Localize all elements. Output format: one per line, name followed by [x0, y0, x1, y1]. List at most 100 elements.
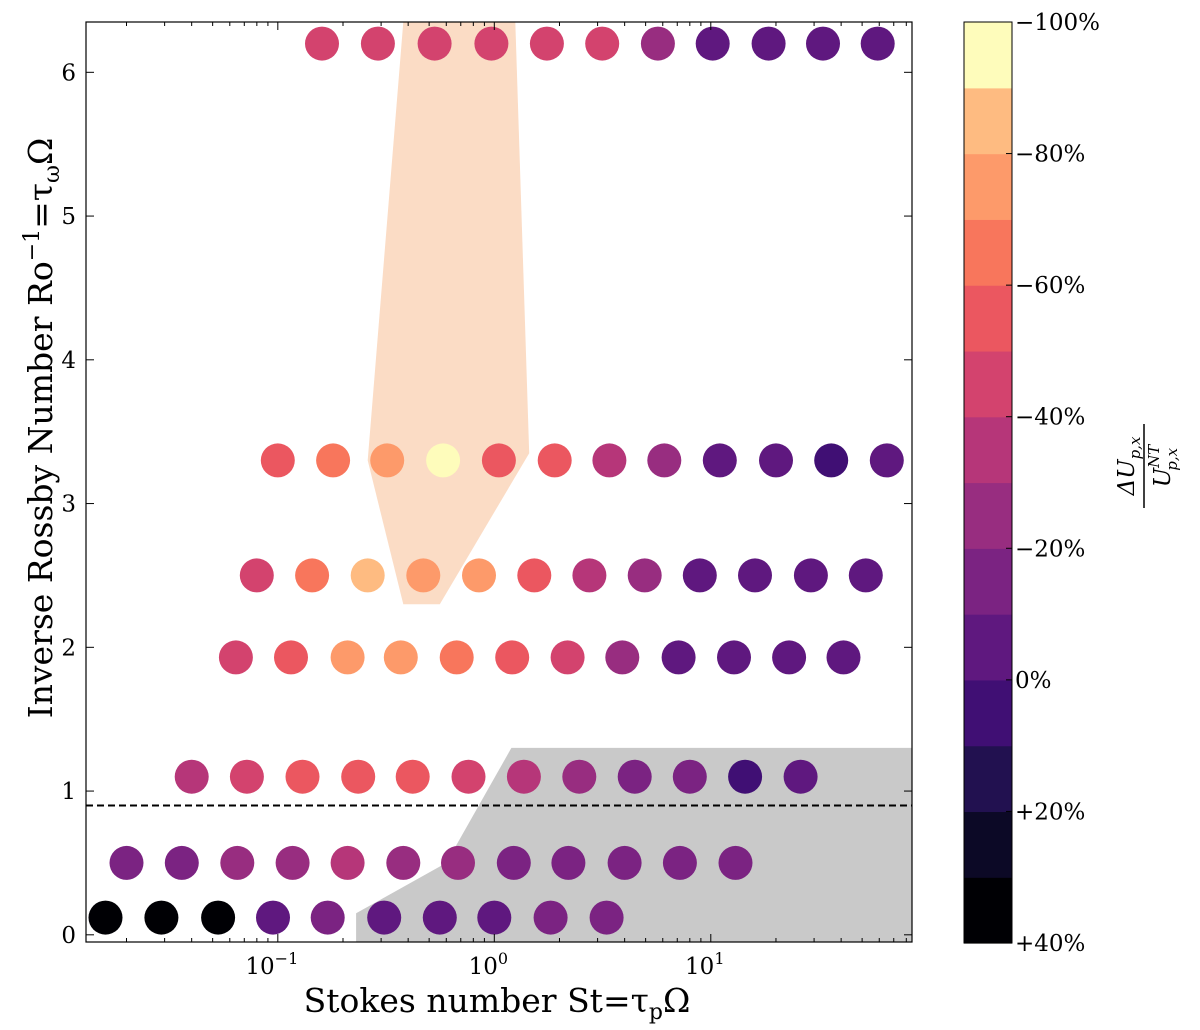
colorbar-band: [964, 614, 1012, 681]
point-row1-1: [316, 443, 351, 478]
colorbar-tick-label: −40%: [1015, 405, 1085, 431]
point-row6-3: [256, 900, 290, 935]
svg-text:ΔUp,x: ΔUp,x: [1114, 436, 1144, 496]
point-row3-10: [772, 640, 807, 675]
colorbar-band: [964, 482, 1012, 549]
point-row5-10: [662, 845, 697, 880]
colorbar-label-denominator-sup: NT: [1145, 444, 1163, 469]
y-axis-label: Inverse Rossby Number Ro−1=τωΩ: [20, 138, 65, 719]
colorbar-tick-label: −60%: [1015, 273, 1085, 299]
point-row1-10: [814, 443, 849, 478]
point-row2-7: [627, 558, 662, 593]
point-row1-11: [869, 443, 904, 478]
point-row4-2: [285, 759, 320, 794]
point-row0-8: [751, 26, 786, 61]
point-row6-6: [422, 900, 457, 935]
colorbar-band: [964, 87, 1012, 155]
point-row2-1: [295, 558, 330, 593]
point-row4-6: [506, 759, 541, 794]
colorbar-tick-label: 0%: [1015, 668, 1052, 694]
point-row4-10: [728, 759, 763, 794]
y-axis-ticks: 0 1 2 3 4 5 6: [61, 60, 912, 949]
point-row5-7: [496, 845, 531, 880]
point-row4-8: [617, 759, 652, 794]
point-row2-0: [239, 558, 274, 593]
colorbar-label-numerator: ΔU: [1114, 458, 1140, 497]
y-axis-label-sup: −1: [20, 229, 45, 261]
point-row3-11: [826, 640, 861, 675]
point-row0-10: [860, 26, 895, 61]
colorbar-band: [964, 22, 1012, 89]
x-axis-label-tail: Ω: [663, 981, 690, 1020]
point-row2-11: [848, 558, 883, 593]
point-row5-0: [109, 845, 144, 880]
y-axis-label-end: Ω: [21, 138, 60, 165]
colorbar-frame: [963, 21, 1013, 944]
point-row4-4: [395, 759, 430, 794]
x-axis-label-sub: p: [649, 1000, 663, 1025]
point-row6-0: [88, 900, 123, 935]
y-axis-label-main: Inverse Rossby Number Ro: [21, 261, 60, 718]
y-tick-label: 0: [61, 923, 76, 949]
point-row6-4: [310, 900, 345, 935]
colorbar-band: [964, 153, 1012, 220]
point-row5-11: [718, 845, 753, 880]
point-row5-4: [330, 845, 365, 880]
point-row4-7: [562, 759, 597, 794]
y-tick-label: 4: [61, 348, 76, 374]
point-row0-3: [474, 26, 509, 61]
colorbar-band: [964, 350, 1012, 418]
point-row1-2: [370, 443, 405, 478]
point-row3-3: [383, 640, 418, 675]
x-tick-label-base: 10: [469, 954, 498, 980]
data-points: [88, 26, 904, 935]
colorbar-tick-label: −100%: [1015, 10, 1100, 36]
colorbar-label: ΔUp,x UNTp,x: [1114, 424, 1181, 508]
x-axis-label: Stokes number St=τpΩ: [304, 981, 691, 1025]
point-row2-8: [682, 558, 717, 593]
plot-frame: [85, 21, 913, 943]
point-row2-9: [738, 558, 772, 593]
colorbar-tick-label: +20%: [1015, 799, 1085, 825]
x-axis-ticks: 10−1 100 101: [126, 22, 907, 980]
point-row5-5: [386, 845, 421, 880]
point-row3-1: [274, 640, 308, 675]
x-tick-label-exp: 0: [498, 949, 508, 968]
point-row1-7: [647, 443, 682, 478]
point-row5-2: [220, 845, 255, 880]
x-tick-label-base: 10: [685, 954, 714, 980]
colorbar-band: [964, 548, 1012, 615]
y-tick-label: 1: [61, 779, 76, 805]
point-row3-7: [605, 640, 640, 675]
point-row3-8: [661, 640, 696, 675]
point-row5-1: [164, 845, 199, 880]
point-row4-3: [341, 759, 376, 794]
colorbar-band: [964, 745, 1012, 813]
y-tick-label: 3: [61, 492, 76, 518]
point-row1-8: [702, 443, 737, 478]
point-row3-6: [550, 640, 585, 675]
shaded-regions: [356, 22, 912, 942]
point-row3-5: [495, 640, 530, 675]
x-tick-label-exp: −1: [275, 949, 299, 968]
point-row0-1: [360, 26, 395, 61]
point-row2-3: [406, 558, 441, 593]
colorbar-band: [964, 811, 1012, 878]
point-row0-0: [305, 26, 339, 61]
colorbar-band: [964, 285, 1012, 352]
colorbar-band: [964, 219, 1012, 286]
point-row2-6: [572, 558, 607, 593]
point-row3-2: [330, 640, 365, 675]
colorbar-tick-label: −80%: [1015, 142, 1085, 168]
point-row1-0: [260, 443, 295, 478]
point-row5-9: [607, 845, 642, 880]
point-row1-5: [537, 443, 572, 478]
svg-text:UNTp,x: UNTp,x: [1145, 444, 1181, 488]
x-tick-label: 101: [685, 949, 724, 980]
colorbar-band: [964, 679, 1012, 747]
point-row1-3: [426, 443, 461, 478]
point-row1-4: [481, 443, 516, 478]
point-row6-8: [533, 900, 568, 935]
colorbar-band: [964, 877, 1012, 944]
point-row3-9: [717, 640, 751, 675]
